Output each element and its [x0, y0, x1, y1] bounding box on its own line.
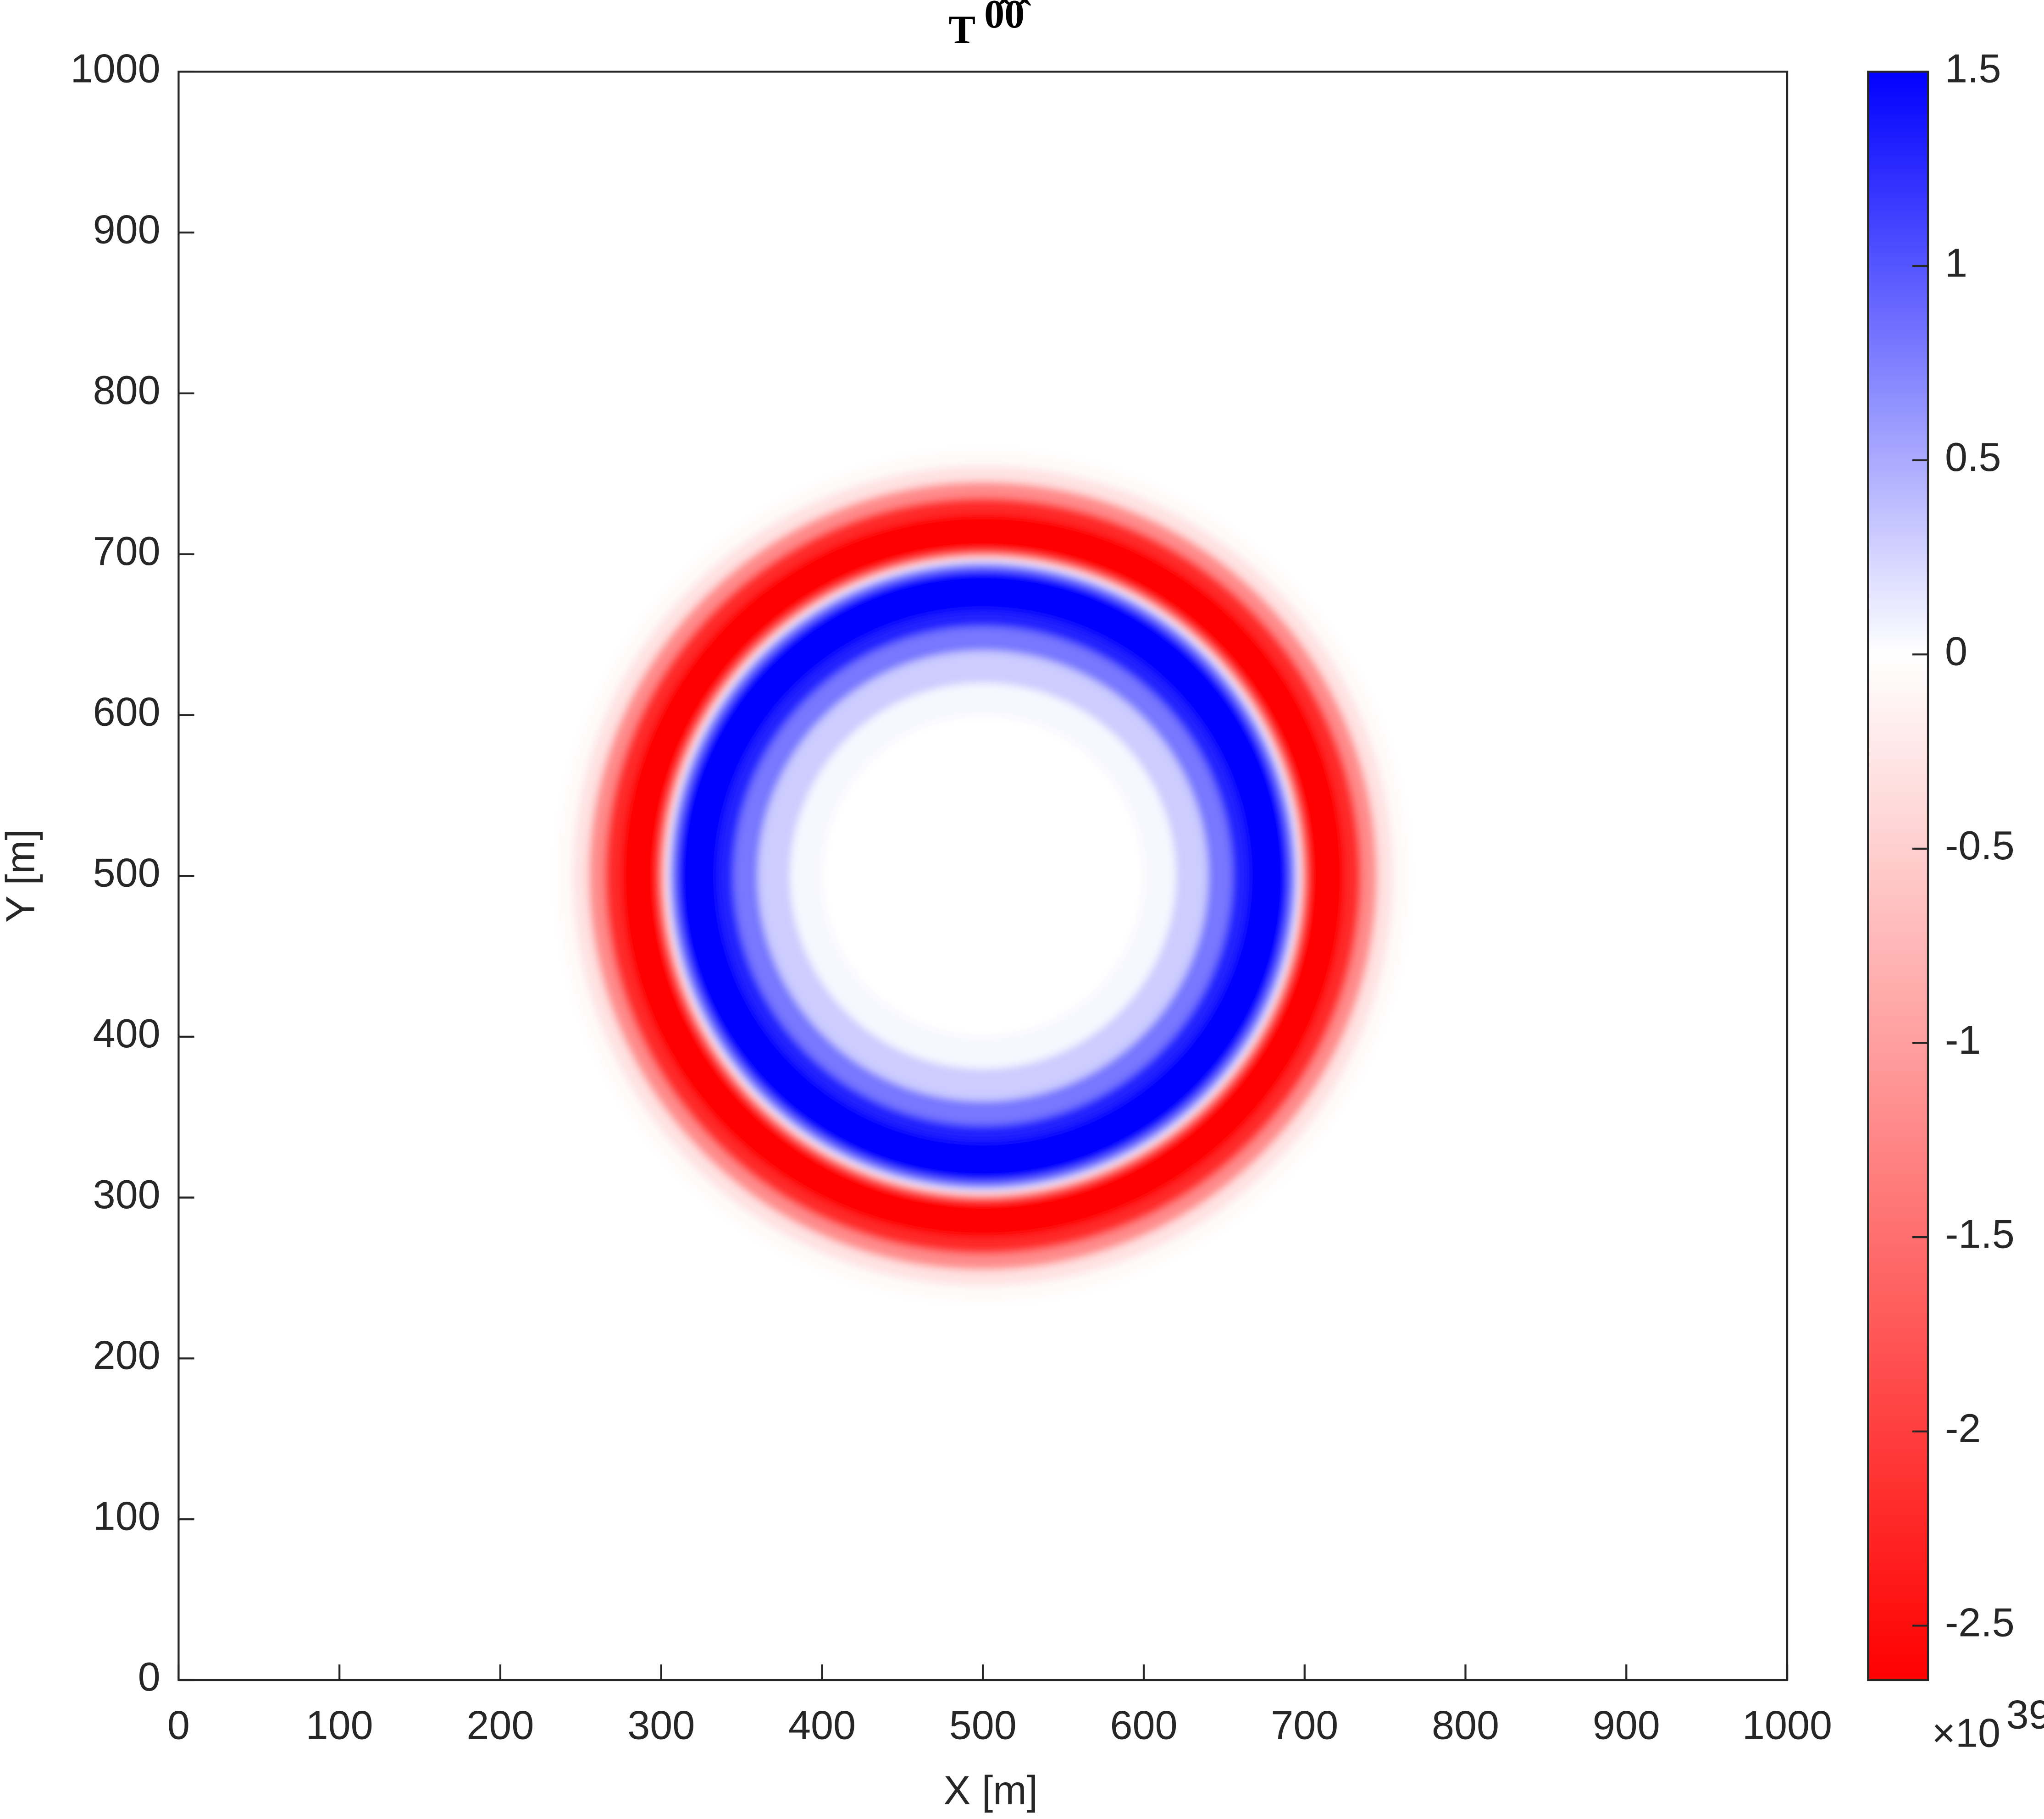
x-tick-label: 0 [167, 1702, 190, 1747]
colorbar-tick-label: 0.5 [1945, 434, 2001, 480]
y-tick-label: 300 [93, 1172, 161, 1217]
colorbar [1867, 71, 1929, 1681]
x-tick-label: 200 [466, 1702, 534, 1747]
colorbar-tick-label: 1 [1945, 240, 1967, 285]
colorbar-tick-label: 1.5 [1945, 46, 2001, 91]
colorbar-tick-label: -1 [1945, 1017, 1981, 1062]
x-tick-label: 800 [1432, 1702, 1499, 1747]
y-axis-label: Y [m] [0, 829, 43, 923]
y-tick-label: 800 [93, 367, 161, 413]
chart-title: T [948, 7, 975, 52]
colorbar-tick-label: -2 [1945, 1405, 1981, 1451]
colorbar-tick-label: -0.5 [1945, 823, 2015, 868]
field-ring [982, 875, 984, 877]
y-tick-label: 700 [93, 528, 161, 574]
y-tick-label: 0 [138, 1654, 161, 1699]
chart-title-superscript: 0̂0̂ [984, 0, 1031, 37]
y-tick-label: 600 [93, 689, 161, 735]
y-tick-label: 100 [93, 1493, 161, 1538]
y-tick-label: 400 [93, 1011, 161, 1056]
colorbar-tick-label: -1.5 [1945, 1211, 2015, 1256]
x-tick-label: 100 [306, 1702, 373, 1747]
x-tick-label: 900 [1593, 1702, 1660, 1747]
colorbar-exponent: 39 [2006, 1692, 2044, 1737]
colorbar-tick-label: -2.5 [1945, 1600, 2015, 1645]
x-tick-label: 700 [1271, 1702, 1338, 1747]
colorbar-multiplier: ×10 [1932, 1710, 2000, 1755]
y-tick-label: 900 [93, 206, 161, 252]
field [540, 433, 1425, 1318]
x-tick-label: 300 [627, 1702, 695, 1747]
x-tick-label: 1000 [1742, 1702, 1832, 1747]
x-tick-label: 600 [1110, 1702, 1177, 1747]
x-tick-label: 400 [788, 1702, 856, 1747]
y-tick-label: 200 [93, 1332, 161, 1378]
y-tick-label: 500 [93, 850, 161, 895]
y-tick-label: 1000 [71, 46, 161, 91]
x-tick-label: 500 [949, 1702, 1017, 1747]
x-axis-label: X [m] [943, 1768, 1038, 1813]
colorbar-tick-label: 0 [1945, 629, 1967, 674]
